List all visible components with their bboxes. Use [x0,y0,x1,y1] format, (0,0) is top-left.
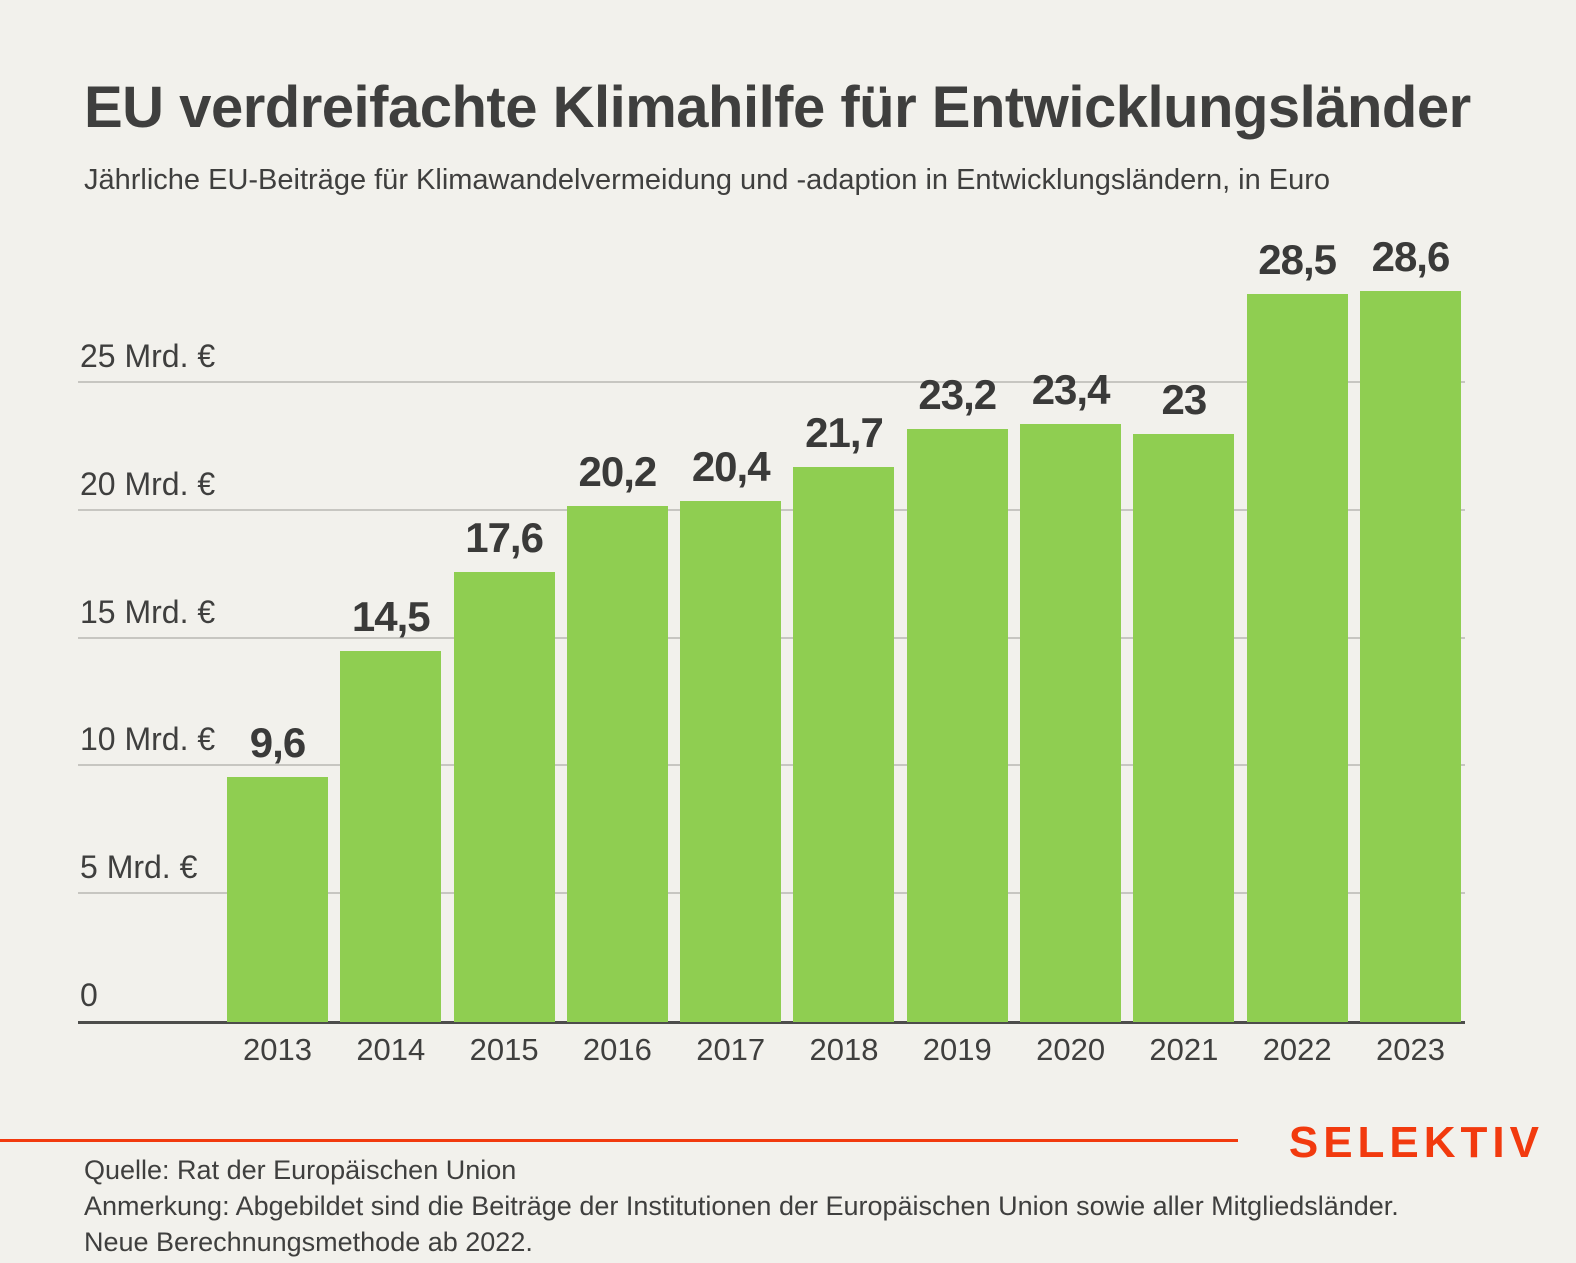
bar-value-label-2019: 23,2 [918,371,997,418]
bar-value-label-2021: 23 [1161,376,1208,423]
bar-value-label-2016: 20,2 [578,448,658,495]
bar-column-2013: 9,6 2013 [227,240,328,1067]
bar-2019 [906,429,1008,1022]
x-axis-label-2020: 2020 [1036,1032,1106,1067]
bar-value-label-2022: 28,5 [1258,236,1337,283]
footer-accent-rule [0,1139,1238,1142]
bar-2017 [680,501,782,1022]
y-axis-label-5: 5 Mrd. € [80,849,198,885]
bar-2020 [1020,424,1122,1022]
gridline-25 [78,381,1465,383]
x-axis-label-2022: 2022 [1262,1032,1332,1067]
y-axis-label-0: 0 [80,977,98,1013]
bar-column-2015: 17,6 2015 [453,240,555,1067]
bar-column-2020: 23,4 2020 [1020,240,1122,1067]
bar-2023 [1359,291,1461,1022]
note-text-line2: Neue Berechnungsmethode ab 2022. [84,1227,533,1257]
bar-value-label-2014: 14,5 [351,593,431,640]
x-axis-label-2017: 2017 [696,1032,766,1067]
bar-2015 [453,572,555,1022]
bar-value-label-2017: 20,4 [691,443,771,490]
bar-column-2019: 23,2 2019 [906,240,1008,1067]
bar-value-label-2023: 28,6 [1371,233,1451,280]
y-axis-label-20: 20 Mrd. € [80,466,216,502]
bar-column-2017: 20,4 2017 [680,240,782,1067]
y-axis-label-10: 10 Mrd. € [80,721,216,757]
bar-value-label-2015: 17,6 [465,514,544,561]
x-axis-label-2019: 2019 [922,1032,992,1067]
bar-column-2022: 28,5 2022 [1246,236,1348,1067]
y-axis-label-25: 25 Mrd. € [80,338,216,374]
x-axis-label-2013: 2013 [243,1032,312,1067]
chart-title: EU verdreifachte Klimahilfe für Entwickl… [84,75,1471,140]
bar-2013 [227,777,328,1022]
note-text-line1: Anmerkung: Abgebildet sind die Beiträge … [84,1191,1399,1221]
x-axis-label-2018: 2018 [809,1032,879,1067]
y-axis-label-15: 15 Mrd. € [80,594,216,630]
bar-2016 [566,506,668,1022]
x-axis-label-2023: 2023 [1375,1032,1445,1067]
x-axis-label-2021: 2021 [1149,1032,1219,1067]
bar-value-label-2020: 23,4 [1031,366,1111,413]
bar-value-label-2018: 21,7 [805,409,884,456]
bar-column-2014: 14,5 2014 [340,240,442,1067]
bars-row: 9,6 2013 14,5 2014 17,6 2015 20,2 2016 20,4 2017 2… [227,233,1461,1067]
bar-value-label-2013: 9,6 [249,719,306,766]
bar-2018 [793,467,895,1022]
x-axis-label-2016: 2016 [582,1032,652,1067]
bar-chart-plot-area: 0 5 Mrd. € 10 Mrd. € 15 Mrd. € 20 Mrd. € 25 M… [78,233,1465,1067]
bar-2014 [340,651,442,1022]
footer-notes: Quelle: Rat der Europäischen Union Anmer… [84,1152,1399,1260]
x-axis-label-2015: 2015 [469,1032,539,1067]
bar-column-2023: 28,6 2023 [1359,233,1461,1067]
x-axis-baseline [78,1021,1465,1024]
bar-column-2021: 23 2021 [1133,240,1235,1067]
bar-column-2018: 21,7 2018 [793,240,895,1067]
chart-subtitle: Jährliche EU-Beiträge für Klimawandelver… [84,164,1331,196]
source-text: Quelle: Rat der Europäischen Union [84,1155,517,1185]
bar-column-2016: 20,2 2016 [566,240,668,1067]
bar-2022 [1246,294,1348,1022]
bar-2021 [1133,434,1235,1022]
brand-logo: SELEKTIV [1288,1118,1544,1167]
x-axis-label-2014: 2014 [356,1032,426,1067]
